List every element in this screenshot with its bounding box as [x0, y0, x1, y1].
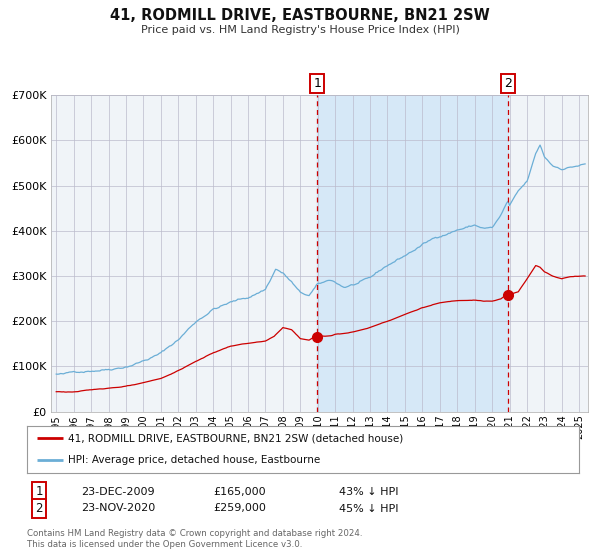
Bar [317, 95, 508, 412]
Text: 41, RODMILL DRIVE, EASTBOURNE, BN21 2SW (detached house): 41, RODMILL DRIVE, EASTBOURNE, BN21 2SW … [68, 433, 404, 444]
Text: 2: 2 [35, 502, 43, 515]
Text: HPI: Average price, detached house, Eastbourne: HPI: Average price, detached house, East… [68, 455, 320, 465]
Text: 2: 2 [504, 77, 512, 90]
Text: 1: 1 [35, 485, 43, 498]
Text: 1: 1 [313, 77, 321, 90]
Text: Price paid vs. HM Land Registry's House Price Index (HPI): Price paid vs. HM Land Registry's House … [140, 25, 460, 35]
Text: 23-DEC-2009: 23-DEC-2009 [81, 487, 155, 497]
Text: 41, RODMILL DRIVE, EASTBOURNE, BN21 2SW: 41, RODMILL DRIVE, EASTBOURNE, BN21 2SW [110, 8, 490, 24]
Text: 45% ↓ HPI: 45% ↓ HPI [339, 503, 398, 514]
Text: 23-NOV-2020: 23-NOV-2020 [81, 503, 155, 514]
Text: This data is licensed under the Open Government Licence v3.0.: This data is licensed under the Open Gov… [27, 540, 302, 549]
Text: £165,000: £165,000 [213, 487, 266, 497]
Text: Contains HM Land Registry data © Crown copyright and database right 2024.: Contains HM Land Registry data © Crown c… [27, 529, 362, 538]
Text: 43% ↓ HPI: 43% ↓ HPI [339, 487, 398, 497]
Text: £259,000: £259,000 [213, 503, 266, 514]
